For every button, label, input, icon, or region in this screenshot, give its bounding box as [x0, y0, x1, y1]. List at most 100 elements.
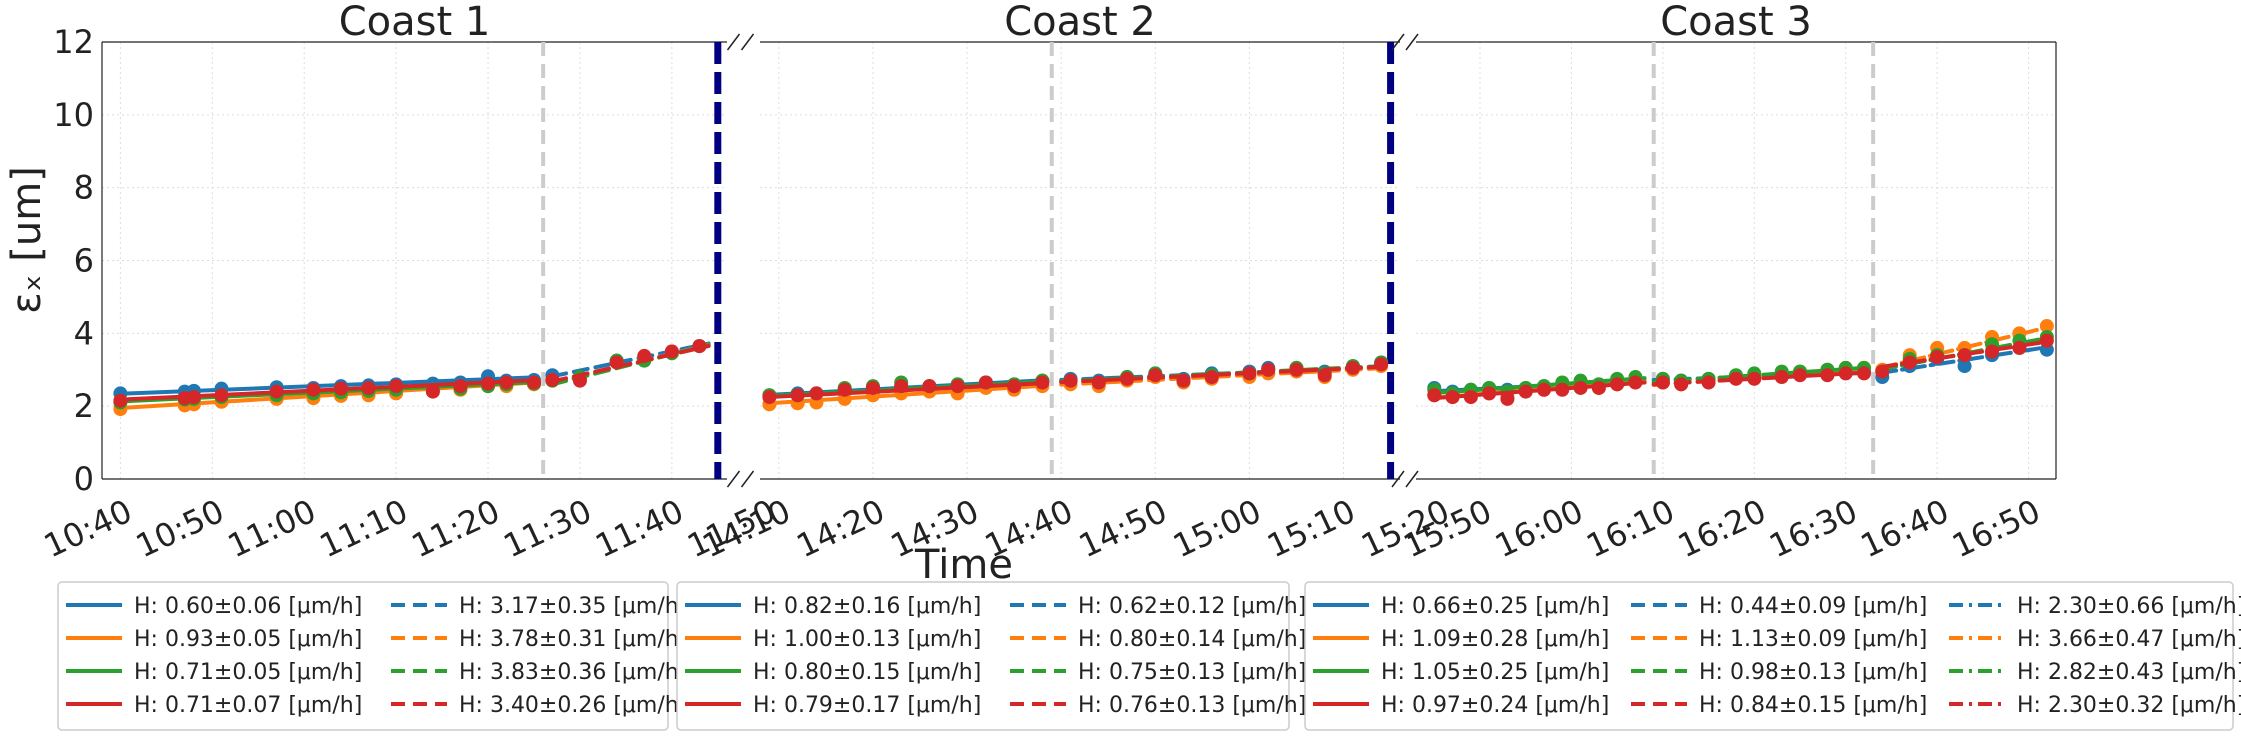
- fit-line: [550, 344, 711, 384]
- axis-break-mark: [740, 470, 755, 488]
- legend-label: H: 1.13±0.09 [μm/h]: [1699, 627, 1927, 652]
- x-tick-label: 14:40: [979, 492, 1079, 565]
- fit-line: [1059, 364, 1384, 385]
- legend-label: H: 0.75±0.13 [μm/h]: [1078, 660, 1306, 685]
- fit-line: [767, 381, 1045, 400]
- data-point: [1820, 368, 1835, 383]
- data-point: [425, 384, 440, 399]
- legend-label: H: 0.93±0.05 [μm/h]: [134, 627, 362, 652]
- legend-label: H: 0.80±0.15 [μm/h]: [753, 660, 981, 685]
- fit-line: [1432, 380, 1647, 401]
- legend-label: H: 0.98±0.13 [μm/h]: [1699, 660, 1927, 685]
- x-tick-label: 11:40: [590, 492, 690, 565]
- y-tick-label: 6: [74, 242, 94, 280]
- legend-label: H: 1.05±0.25 [μm/h]: [1381, 660, 1609, 685]
- x-tick-label: 16:20: [1672, 492, 1772, 565]
- data-point: [1957, 359, 1972, 374]
- legend-box: [676, 581, 1290, 731]
- y-tick-label: 4: [74, 314, 94, 352]
- panel-title: Coast 2: [1004, 0, 1156, 45]
- fit-line: [1880, 339, 2049, 369]
- series-red-dashed: [545, 339, 711, 388]
- legend-label: H: 2.82±0.43 [μm/h]: [2017, 660, 2241, 685]
- legend-label: H: 3.40±0.26 [μm/h]: [459, 693, 687, 718]
- x-tick-label: 16:50: [1946, 492, 2046, 565]
- series-red-solid: [1427, 375, 1647, 406]
- legend-label: H: 3.66±0.47 [μm/h]: [2017, 627, 2241, 652]
- data-point: [1729, 371, 1743, 386]
- series-red-solid: [762, 375, 1050, 405]
- data-point: [1148, 368, 1163, 383]
- panel-title: Coast 3: [1660, 0, 1812, 45]
- x-tick-label: 10:50: [130, 492, 230, 565]
- x-tick-label: 14:50: [1073, 492, 1173, 565]
- legend: H: 0.82±0.16 [μm/h] H: 1.00±0.13 [μm/h] H:…: [676, 581, 1306, 731]
- legend-label: H: 0.76±0.13 [μm/h]: [1078, 693, 1306, 718]
- y-tick-label: 12: [53, 23, 94, 61]
- x-tick-label: 15:00: [1167, 492, 1267, 565]
- legend-label: H: 0.60±0.06 [μm/h]: [134, 594, 362, 619]
- x-tick-label: 11:00: [222, 492, 322, 565]
- coast-panel-1: 10:4010:5011:0011:1011:2011:3011:4011:50…: [38, 0, 781, 731]
- data-point: [1774, 370, 1789, 385]
- series-red-solid: [113, 375, 541, 408]
- x-tick-label: 15:10: [1261, 492, 1361, 565]
- legend-label: H: 0.84±0.15 [μm/h]: [1699, 693, 1927, 718]
- fit-line: [118, 378, 536, 402]
- legend-label: H: 2.30±0.32 [μm/h]: [2017, 693, 2241, 718]
- axis-break-mark: [1405, 33, 1419, 51]
- data-point: [1317, 368, 1332, 383]
- x-tick-label: 16:00: [1489, 492, 1589, 565]
- fit-line: [118, 375, 536, 396]
- legend-label: H: 1.00±0.13 [μm/h]: [753, 627, 981, 652]
- legend-label: H: 3.83±0.36 [μm/h]: [459, 660, 687, 685]
- y-tick-label: 10: [53, 96, 94, 134]
- data-point: [1500, 391, 1515, 406]
- y-tick-label: 8: [74, 169, 94, 207]
- y-axis-label: εₓ [um]: [4, 166, 50, 314]
- x-tick-label: 11:30: [498, 492, 598, 565]
- axis-break-mark: [1391, 470, 1405, 488]
- legend-label: H: 3.17±0.35 [μm/h]: [459, 594, 687, 619]
- legend-label: H: 0.82±0.16 [μm/h]: [753, 594, 981, 619]
- data-point: [1838, 366, 1853, 381]
- legend-label: H: 3.78±0.31 [μm/h]: [459, 627, 687, 652]
- legend-box: [57, 581, 669, 731]
- legend-label: H: 0.80±0.14 [μm/h]: [1078, 627, 1306, 652]
- series-blue-dashed: [545, 339, 711, 385]
- series-red-dashed: [1059, 357, 1389, 390]
- y-tick-label: 0: [74, 460, 94, 498]
- legend-label: H: 0.66±0.25 [μm/h]: [1381, 594, 1609, 619]
- axis-break-mark: [1405, 470, 1419, 488]
- legend-label: H: 0.62±0.12 [μm/h]: [1078, 594, 1306, 619]
- x-tick-label: 16:10: [1581, 492, 1681, 565]
- x-tick-label: 15:50: [1398, 492, 1498, 565]
- legend: H: 0.60±0.06 [μm/h] H: 0.93±0.05 [μm/h] H:…: [57, 581, 687, 731]
- x-tick-label: 16:30: [1763, 492, 1863, 565]
- data-point: [1374, 357, 1389, 372]
- x-tick-label: 11:10: [314, 492, 414, 565]
- axis-break-mark: [740, 33, 755, 51]
- legend: H: 0.66±0.25 [μm/h] H: 1.09±0.28 [μm/h] H:…: [1304, 581, 2241, 731]
- y-tick-label: 2: [74, 387, 94, 425]
- legend-label: H: 2.30±0.66 [μm/h]: [2017, 594, 2241, 619]
- x-axis-label: Time: [914, 542, 1013, 588]
- legend-label: H: 0.71±0.07 [μm/h]: [134, 693, 362, 718]
- x-tick-label: 10:40: [38, 492, 138, 565]
- legend-label: H: 0.79±0.17 [μm/h]: [753, 693, 981, 718]
- legend-label: H: 1.09±0.28 [μm/h]: [1381, 627, 1609, 652]
- legend-box: [1304, 581, 2234, 731]
- fit-line: [1651, 370, 1866, 387]
- series-red-dashdot: [1875, 333, 2054, 379]
- axis-break-mark: [726, 33, 741, 51]
- legend-label: H: 0.71±0.05 [μm/h]: [134, 660, 362, 685]
- legend-label: H: 0.97±0.24 [μm/h]: [1381, 693, 1609, 718]
- axis-break-mark: [1391, 33, 1405, 51]
- series-red-dashed: [1651, 366, 1871, 392]
- x-tick-label: 16:40: [1855, 492, 1955, 565]
- legend-label: H: 0.44±0.09 [μm/h]: [1699, 594, 1927, 619]
- data-point: [1957, 348, 1972, 363]
- fit-line: [767, 383, 1045, 406]
